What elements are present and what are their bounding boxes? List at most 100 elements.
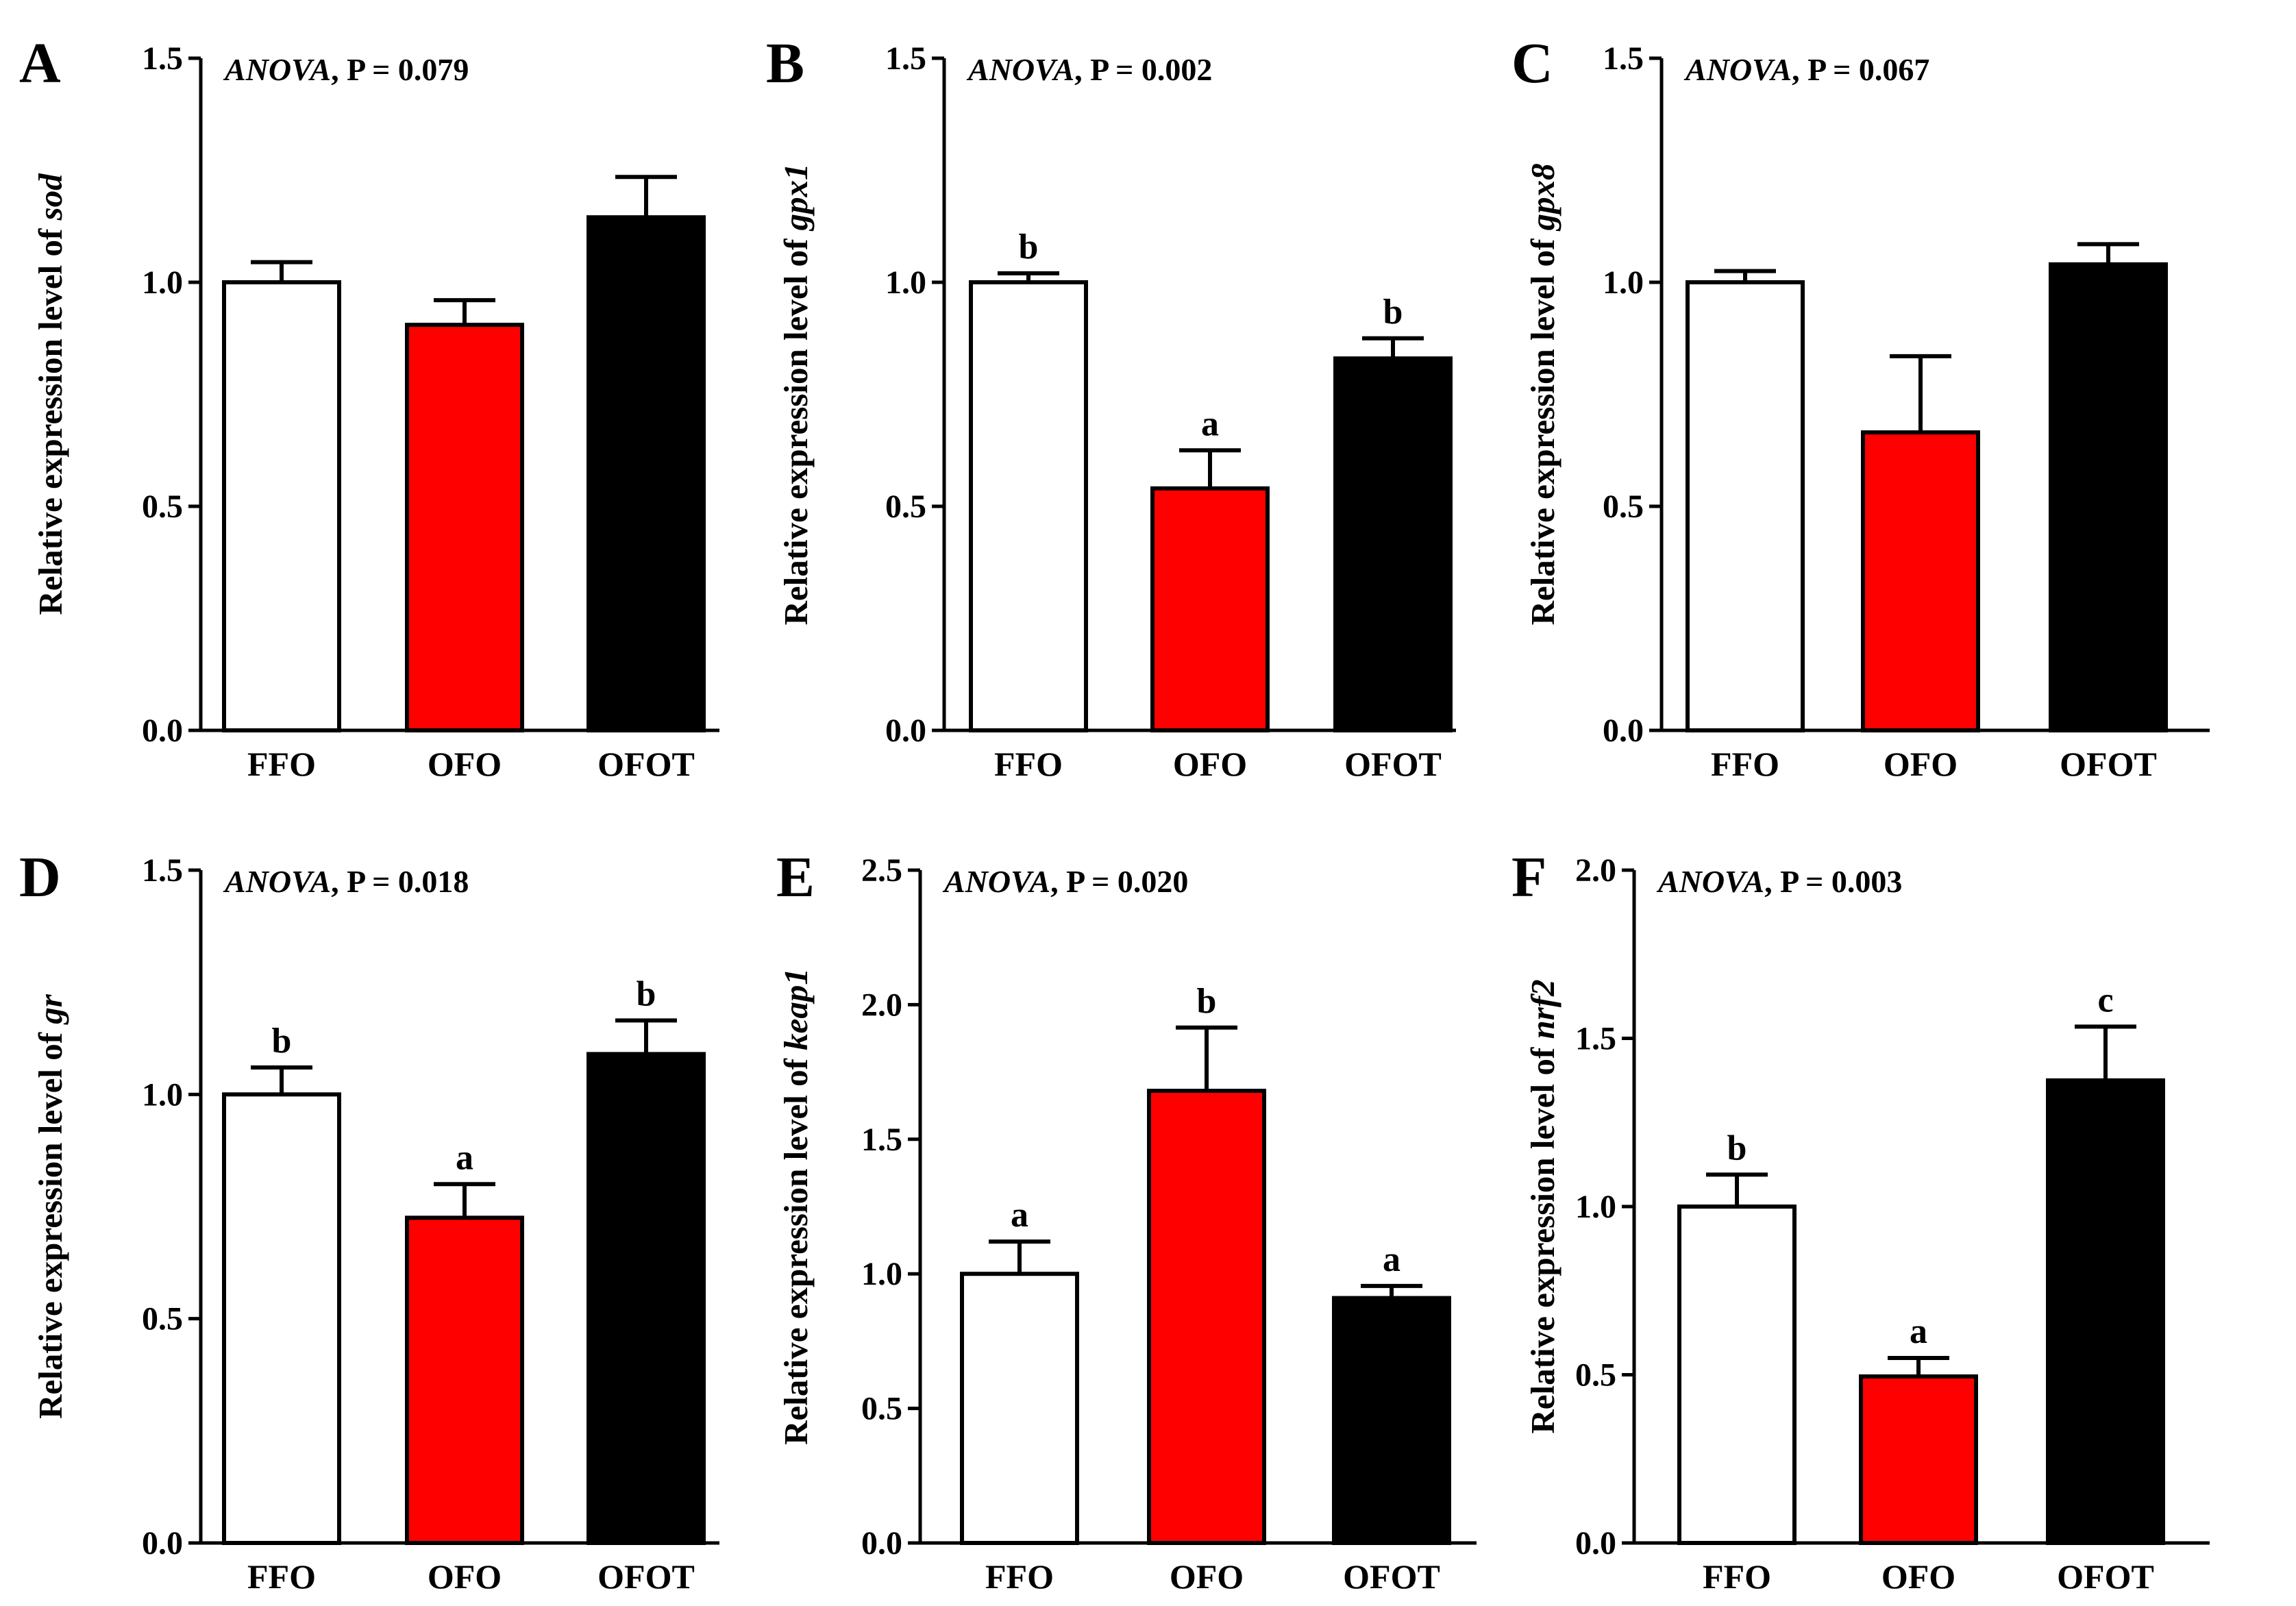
x-tick-label: OFOT <box>597 745 695 783</box>
y-tick-label: 1.5 <box>1575 1021 1616 1057</box>
significance-letter: b <box>1383 293 1403 332</box>
y-axis-label-gene: gr <box>32 993 69 1025</box>
anova-label: ANOVA <box>1683 52 1792 87</box>
y-tick-label: 2.5 <box>861 852 902 889</box>
y-axis-label-prefix: Relative expression level of <box>1524 1039 1561 1434</box>
x-tick-label: OFO <box>1881 1557 1955 1596</box>
significance-letter: b <box>1019 227 1039 267</box>
bar-ffo <box>222 1092 341 1546</box>
anova-annotation: ANOVA, P = 0.067 <box>1683 52 1929 87</box>
y-tick-label: 1.5 <box>142 852 183 889</box>
bar-ffo <box>1677 1204 1797 1545</box>
bar-ofo <box>1147 1089 1266 1545</box>
panel-E: E 0.0 0.5 1.0 1.5 2.0 2.5 Relative expression l… <box>776 845 1477 1596</box>
y-axis-label-gene: gpx8 <box>1524 163 1561 231</box>
x-tick-label: FFO <box>1703 1557 1771 1596</box>
bar-ofo <box>1861 430 1980 733</box>
x-tick-label: OFOT <box>597 1557 695 1596</box>
y-axis-label-gene: keap1 <box>777 968 815 1050</box>
significance-letter: b <box>1197 982 1217 1021</box>
y-tick-label: 1.5 <box>142 40 183 77</box>
y-tick-label: 2.0 <box>1575 852 1616 889</box>
panel-letter: C <box>1511 32 1553 95</box>
x-tick-label: OFOT <box>1344 745 1442 783</box>
x-tick-label: FFO <box>985 1557 1054 1596</box>
panel-letter: F <box>1511 845 1546 909</box>
bar-ofot <box>2046 1078 2165 1545</box>
p-value: , P = 0.020 <box>1050 864 1188 899</box>
panel-letter: D <box>19 845 61 909</box>
y-axis-label-prefix: Relative expression level of <box>777 1050 815 1445</box>
x-tick-label: OFO <box>1884 745 1958 783</box>
bar-ffo <box>1686 280 1805 732</box>
y-tick-label: 1.0 <box>1603 264 1644 301</box>
y-axis-label: Relative expression level of gr <box>32 993 69 1419</box>
anova-label: ANOVA <box>223 52 331 87</box>
anova-annotation: ANOVA, P = 0.020 <box>942 864 1188 899</box>
panel-letter: E <box>776 845 815 909</box>
anova-annotation: ANOVA, P = 0.003 <box>1656 864 1902 899</box>
significance-letter: a <box>1201 404 1219 443</box>
y-tick-label: 0.0 <box>861 1525 902 1561</box>
panel-A: A 0.0 0.5 1.0 1.5 Relative expression level o… <box>19 32 719 783</box>
x-tick-label: OFOT <box>2057 1557 2154 1596</box>
y-tick-label: 1.5 <box>885 40 926 77</box>
y-tick-label: 0.0 <box>1603 713 1644 749</box>
x-tick-label: FFO <box>247 745 316 783</box>
x-tick-label: FFO <box>1711 745 1779 783</box>
anova-label: ANOVA <box>223 864 331 899</box>
y-axis-label: Relative expression level of gpx1 <box>777 163 815 625</box>
y-tick-label: 1.0 <box>861 1256 902 1292</box>
bar-ofo <box>1150 486 1270 733</box>
y-tick-label: 0.0 <box>1575 1525 1616 1561</box>
y-axis-label-prefix: Relative expression level of <box>777 230 815 625</box>
significance-letter: c <box>2097 980 2113 1020</box>
anova-label: ANOVA <box>942 864 1050 899</box>
y-axis-label: Relative expression level of keap1 <box>777 968 815 1445</box>
y-tick-label: 2.0 <box>861 987 902 1023</box>
y-tick-label: 0.0 <box>885 713 926 749</box>
bar-ofo <box>1859 1374 1978 1545</box>
significance-letter: a <box>1910 1312 1927 1351</box>
bar-ofot <box>587 215 706 733</box>
panel-letter: B <box>766 32 804 95</box>
y-tick-label: 1.0 <box>1575 1189 1616 1225</box>
bar-ffo <box>222 280 341 732</box>
anova-label: ANOVA <box>1656 864 1764 899</box>
significance-letter: b <box>1727 1128 1747 1168</box>
significance-letter: a <box>1011 1196 1028 1235</box>
p-value: , P = 0.002 <box>1074 52 1212 87</box>
panel-C: C 0.0 0.5 1.0 1.5 Relative expression level o… <box>1511 32 2210 783</box>
x-tick-label: FFO <box>247 1557 316 1596</box>
y-axis-label-gene: gpx1 <box>777 163 815 231</box>
significance-letter: a <box>1383 1240 1400 1279</box>
panel-letter: A <box>19 32 61 95</box>
anova-label: ANOVA <box>966 52 1074 87</box>
y-tick-label: 0.0 <box>142 1525 183 1561</box>
significance-letter: b <box>272 1022 292 1061</box>
y-axis-label: Relative expression level of nrf2 <box>1524 979 1561 1433</box>
significance-letter: a <box>456 1138 473 1177</box>
p-value: , P = 0.018 <box>331 864 469 899</box>
p-value: , P = 0.079 <box>331 52 469 87</box>
bar-ofot <box>1333 356 1453 732</box>
bar-ffo <box>960 1272 1079 1545</box>
y-tick-label: 0.5 <box>142 1301 183 1337</box>
y-tick-label: 0.0 <box>142 713 183 749</box>
y-axis-label-prefix: Relative expression level of <box>32 1024 69 1419</box>
y-axis-label: Relative expression level of gpx8 <box>1524 163 1561 625</box>
y-tick-label: 1.0 <box>142 1076 183 1113</box>
p-value: , P = 0.067 <box>1792 52 1929 87</box>
y-axis-label-prefix: Relative expression level of <box>1524 230 1561 625</box>
anova-annotation: ANOVA, P = 0.018 <box>223 864 469 899</box>
y-tick-label: 0.5 <box>861 1391 902 1427</box>
bar-ffo <box>969 280 1088 732</box>
panel-D: D 0.0 0.5 1.0 1.5 Relative expression level o… <box>19 845 719 1596</box>
x-tick-label: OFO <box>428 1557 502 1596</box>
p-value: , P = 0.003 <box>1764 864 1902 899</box>
y-tick-label: 1.5 <box>1603 40 1644 77</box>
panel-B: B 0.0 0.5 1.0 1.5 Relative expression level o… <box>766 32 1456 783</box>
y-axis-label-gene: sod <box>32 173 69 221</box>
x-tick-label: OFO <box>1173 745 1247 783</box>
bar-ofot <box>1332 1296 1451 1545</box>
